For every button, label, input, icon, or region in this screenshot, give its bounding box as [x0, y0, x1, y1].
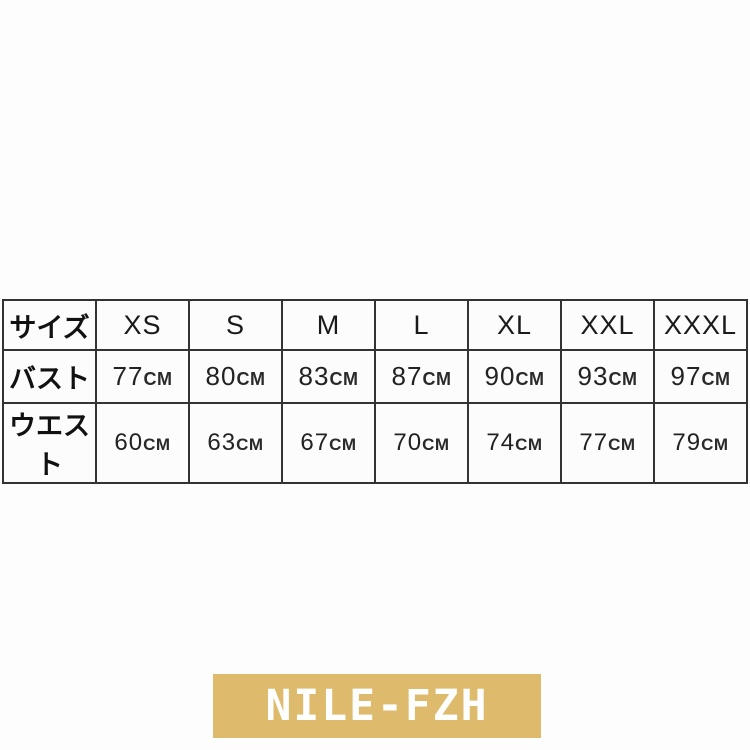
waist-cell-s: 63CM: [188, 402, 283, 484]
waist-cell-xxxl: 79CM: [653, 402, 748, 484]
bust-cell-xxl: 93CM: [560, 349, 655, 404]
bust-cell-s: 80CM: [188, 349, 283, 404]
size-col-header-xxxl: XXXL: [653, 299, 748, 351]
waist-row: ウエスト 60CM 63CM 67CM 70CM 74CM 77CM 79CM: [2, 402, 748, 484]
bust-cell-xxxl: 97CM: [653, 349, 748, 404]
size-col-header-l: L: [374, 299, 469, 351]
bust-row-label-cell: バスト: [2, 349, 97, 404]
size-col-header-xxl: XXL: [560, 299, 655, 351]
bust-row-label: バスト: [9, 364, 90, 394]
size-col-header-m: M: [281, 299, 376, 351]
bust-cell-xl: 90CM: [467, 349, 562, 404]
bust-row: バスト 77CM 80CM 83CM 87CM 90CM 93CM 97CM: [2, 349, 748, 404]
size-chart-table: サイズ XS S M L XL XXL XXXL: [2, 299, 748, 484]
waist-row-label: ウエスト: [9, 411, 90, 480]
waist-cell-xxl: 77CM: [560, 402, 655, 484]
bust-cell-xs: 77CM: [95, 349, 190, 404]
size-col-header-xs: XS: [95, 299, 190, 351]
waist-cell-xs: 60CM: [95, 402, 190, 484]
waist-row-label-cell: ウエスト: [2, 402, 97, 484]
bust-cell-m: 83CM: [281, 349, 376, 404]
waist-cell-xl: 74CM: [467, 402, 562, 484]
size-header-row: サイズ XS S M L XL XXL XXXL: [2, 299, 748, 351]
bust-cell-l: 87CM: [374, 349, 469, 404]
size-corner-label: サイズ: [9, 312, 90, 343]
size-col-header-xl: XL: [467, 299, 562, 351]
size-col-header-s: S: [188, 299, 283, 351]
brand-badge: NILE-FZH: [213, 674, 541, 738]
brand-badge-text: NILE-FZH: [265, 680, 489, 731]
waist-cell-l: 70CM: [374, 402, 469, 484]
size-corner-header: サイズ: [2, 299, 97, 351]
waist-cell-m: 67CM: [281, 402, 376, 484]
